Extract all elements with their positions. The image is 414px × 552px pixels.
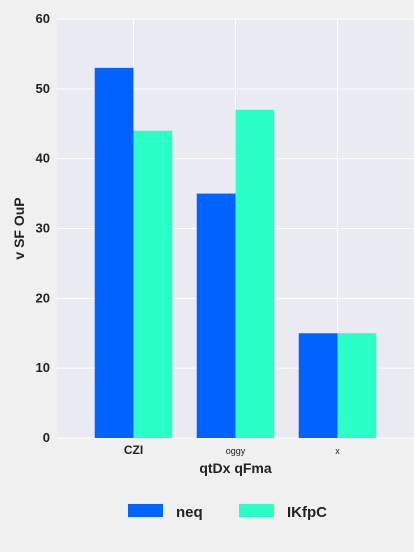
bar-IKfpC-CZI <box>133 130 173 438</box>
bar-neq-x <box>298 333 338 438</box>
legend-swatch-IKfpC <box>239 504 274 517</box>
y-tick-label: 0 <box>43 430 50 445</box>
bar-IKfpC-oggy <box>235 109 275 439</box>
legend-label-IKfpC: IKfpC <box>287 504 327 521</box>
x-axis-ticks: CZI oggy x <box>124 443 340 457</box>
y-tick-label: 60 <box>36 11 50 26</box>
bar-neq-CZI <box>94 67 134 438</box>
y-tick-label: 10 <box>36 360 50 375</box>
y-tick-label: 50 <box>36 81 50 96</box>
legend-swatch-neq <box>128 504 163 517</box>
x-axis-label: qtDx qFma <box>199 460 272 476</box>
bar-IKfpC-x <box>337 333 377 438</box>
y-axis-ticks: 0 10 20 30 40 50 60 <box>36 11 50 445</box>
bars <box>94 67 377 439</box>
y-tick-label: 30 <box>36 221 50 236</box>
legend: neq IKfpC <box>128 504 327 521</box>
y-tick-label: 20 <box>36 290 50 305</box>
y-tick-label: 40 <box>36 151 50 166</box>
x-tick-label: oggy <box>226 446 246 456</box>
x-tick-label: CZI <box>124 443 143 457</box>
x-tick-label: x <box>335 446 340 456</box>
y-axis-label: v SF OuP <box>11 197 27 259</box>
bar-neq-oggy <box>196 193 236 438</box>
legend-label-neq: neq <box>176 504 203 521</box>
